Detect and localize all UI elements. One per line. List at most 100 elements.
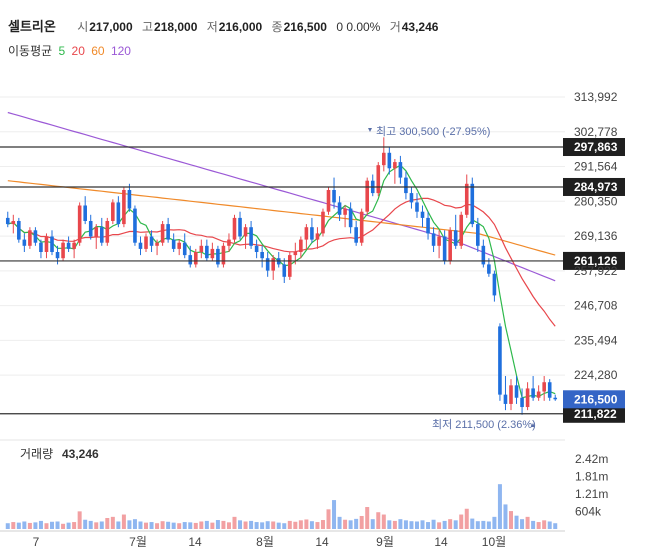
volume-bar	[437, 522, 442, 529]
candle-body	[88, 220, 93, 237]
candle-body	[415, 202, 419, 212]
candle-body	[227, 239, 231, 246]
ma20-legend[interactable]: 20	[71, 44, 85, 58]
candle-body	[525, 388, 530, 408]
date-tick: 7월	[129, 535, 147, 548]
candle-body	[448, 230, 452, 262]
candle-body	[332, 189, 336, 203]
volume-bar	[105, 518, 110, 529]
ma60-legend[interactable]: 60	[91, 44, 105, 58]
volume-bar	[481, 520, 486, 529]
candle-body	[509, 385, 513, 404]
volume-bar	[442, 520, 447, 529]
volume-value: 43,246	[62, 447, 99, 461]
price-tick: 269,136	[574, 229, 618, 243]
volume-bar	[11, 522, 16, 529]
volume-tick: 1.21m	[575, 487, 608, 501]
volume-bar	[99, 521, 104, 529]
candle-body	[531, 388, 535, 398]
volume-bar	[265, 521, 270, 529]
candle-body	[470, 183, 475, 225]
volume-bar	[348, 520, 353, 529]
volume-bar	[238, 520, 243, 529]
chart-header: 셀트리온 시217,000 고218,000 저216,000 종216,500…	[0, 0, 649, 70]
volume-bar	[520, 519, 525, 529]
volume-bar	[497, 484, 502, 529]
price-level-tag	[563, 138, 625, 157]
stock-name[interactable]: 셀트리온	[8, 19, 56, 34]
candle-body	[50, 236, 54, 253]
candle-body	[382, 152, 386, 166]
candle-body	[249, 227, 253, 246]
candle-body	[138, 242, 143, 249]
min-marker	[531, 423, 535, 427]
volume-bar	[5, 523, 10, 529]
volume-bar	[464, 508, 469, 529]
candle-body	[376, 165, 381, 194]
candle-body	[216, 248, 220, 265]
candle-body	[61, 242, 65, 259]
candle-body	[127, 189, 132, 209]
volume-bar	[144, 522, 149, 529]
candle-body	[514, 385, 519, 398]
volume-bar	[276, 522, 281, 529]
candle-body	[426, 217, 430, 234]
volume-bar	[536, 522, 541, 529]
candle-body	[116, 202, 121, 225]
candle-body	[431, 233, 436, 246]
volume-bar	[182, 522, 187, 529]
max-marker	[368, 128, 372, 132]
volume-bar	[249, 520, 254, 529]
candle-body	[28, 230, 32, 246]
ma5-legend[interactable]: 5	[58, 44, 66, 58]
candle-body	[553, 397, 558, 400]
price-tick: 235,494	[574, 333, 618, 347]
candle-body	[171, 239, 176, 249]
candle-body	[111, 202, 115, 221]
volume-bar	[293, 521, 298, 529]
volume-bar	[403, 520, 408, 529]
volume-bar	[492, 516, 497, 529]
volume-bar	[215, 520, 220, 529]
volume-bar	[542, 520, 547, 529]
candle-body	[5, 217, 10, 225]
volume-bar	[309, 521, 314, 529]
price-tick: 246,708	[574, 299, 618, 313]
date-tick: 9월	[376, 535, 394, 548]
moving-average-legend[interactable]: 이동평균 5 20 60 120	[8, 42, 131, 59]
volume-bar	[160, 521, 165, 529]
price-tick: 280,350	[574, 194, 618, 208]
volume-bar	[254, 522, 259, 529]
max-annotation: 최고 300,500 (-27.95%)	[376, 125, 490, 138]
change-rate: 0 0.00%	[336, 20, 381, 34]
volume-bar	[514, 515, 519, 529]
price-axis: 313,992 302,778 291,564 280,350 269,136 257,9…	[574, 90, 618, 382]
volume-bar	[155, 523, 160, 529]
candle-body	[188, 255, 193, 265]
candle-body	[348, 208, 353, 228]
candle-body	[359, 211, 364, 243]
candle-body	[398, 162, 403, 178]
candle-body	[44, 236, 49, 253]
candle-body	[99, 227, 104, 243]
candle-body	[105, 220, 110, 243]
candle-body	[365, 180, 370, 212]
volume-bar	[332, 500, 337, 529]
ma120-legend[interactable]: 120	[110, 44, 131, 58]
volume-bar	[409, 521, 414, 529]
high-label: 고	[141, 20, 154, 34]
candle-body	[177, 242, 181, 249]
volume-bar	[354, 518, 359, 529]
candle-body	[160, 224, 165, 243]
candle-body	[55, 252, 60, 259]
low-price: 216,000	[218, 20, 263, 34]
candle-body	[310, 227, 314, 240]
price-level-label: 211,822	[574, 407, 617, 421]
candle-body	[337, 202, 342, 215]
ma5-line	[7, 164, 556, 399]
candle-body	[33, 230, 38, 243]
candle-body	[133, 208, 137, 243]
price-tick: 302,778	[574, 125, 618, 139]
price-level-tag	[563, 177, 625, 196]
